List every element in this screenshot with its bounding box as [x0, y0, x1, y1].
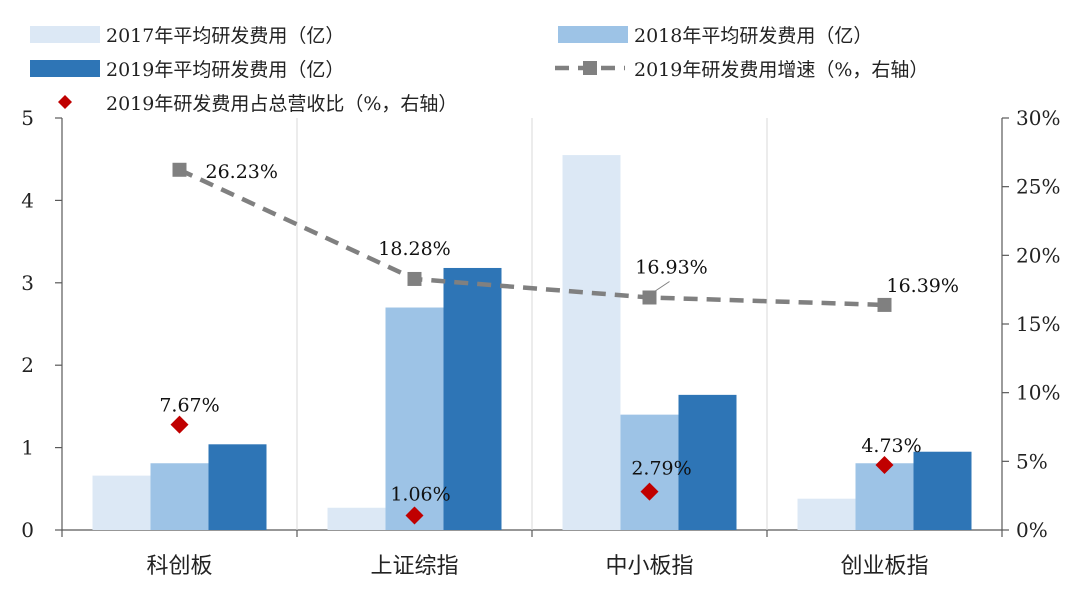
bar	[855, 463, 914, 530]
y-left-tick-label: 0	[21, 518, 34, 542]
y-right-tick-label: 25%	[1016, 175, 1060, 199]
bar	[797, 498, 856, 530]
bar	[327, 507, 386, 530]
y-right-tick-label: 30%	[1016, 106, 1060, 130]
ratio-marker	[640, 482, 659, 501]
ratio-marker	[170, 415, 189, 434]
growth-marker	[172, 162, 187, 177]
bar	[678, 394, 737, 530]
y-right-tick-label: 0%	[1016, 518, 1048, 542]
legend-label: 2018年平均研发费用（亿）	[634, 25, 872, 47]
bar	[620, 414, 679, 530]
x-tick-label: 上证综指	[370, 554, 458, 579]
ratio-label: 2.79%	[631, 458, 691, 480]
legend-swatch	[30, 26, 100, 43]
bar	[92, 475, 151, 530]
growth-line	[178, 167, 885, 308]
growth-label-leader	[651, 281, 670, 294]
x-tick-label: 中小板指	[605, 554, 693, 579]
legend-swatch-marker	[583, 61, 597, 75]
x-tick-label: 科创板	[146, 554, 212, 579]
bar	[208, 444, 267, 530]
y-left-tick-label: 3	[21, 271, 34, 295]
growth-marker	[877, 297, 892, 312]
legend-label: 2017年平均研发费用（亿）	[106, 25, 344, 47]
ratio-label: 7.67%	[159, 395, 219, 417]
y-left-tick-label: 4	[21, 188, 34, 212]
bar	[562, 155, 621, 530]
bar	[913, 451, 972, 530]
ratio-label: 4.73%	[861, 435, 921, 457]
growth-label: 16.39%	[887, 275, 959, 297]
y-left-tick-label: 2	[21, 353, 34, 377]
bar	[443, 267, 502, 530]
y-right-tick-label: 15%	[1016, 312, 1060, 336]
legend-label: 2019年研发费用增速（%，右轴）	[634, 59, 928, 81]
bar	[150, 463, 209, 530]
growth-label: 16.93%	[635, 256, 707, 278]
y-right-tick-label: 5%	[1016, 449, 1048, 473]
legend-swatch	[58, 95, 72, 109]
ratio-label: 1.06%	[390, 483, 450, 505]
growth-marker	[642, 290, 657, 305]
bar	[385, 307, 444, 530]
legend-label: 2019年平均研发费用（亿）	[106, 59, 344, 81]
ratio-marker	[405, 506, 424, 525]
y-left-tick-label: 5	[21, 106, 34, 130]
y-right-tick-label: 20%	[1016, 243, 1060, 267]
ratio-marker	[875, 456, 894, 475]
legend-label: 2019年研发费用占总营收比（%，右轴）	[106, 93, 457, 115]
y-left-tick-label: 1	[21, 436, 34, 460]
legend-swatch	[30, 60, 100, 77]
growth-label: 18.28%	[378, 238, 450, 260]
growth-marker	[407, 271, 422, 286]
y-right-tick-label: 10%	[1016, 381, 1060, 405]
x-tick-label: 创业板指	[840, 554, 928, 579]
growth-label: 26.23%	[206, 161, 278, 183]
legend-swatch	[558, 26, 628, 43]
